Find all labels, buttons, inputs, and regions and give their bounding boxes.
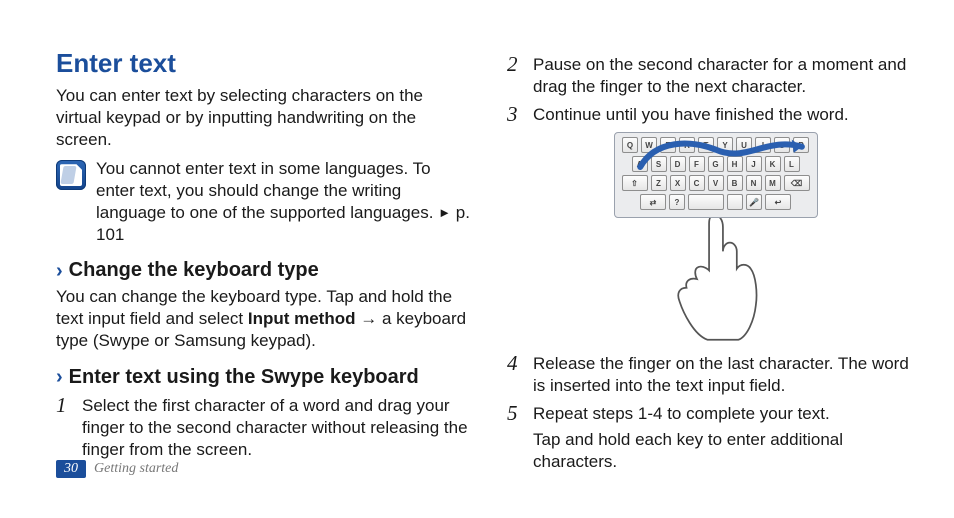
section-title-change: Change the keyboard type — [69, 259, 319, 282]
step-item: 1 Select the first character of a word a… — [56, 395, 473, 461]
steps-right-bottom: 4 Release the finger on the last charact… — [507, 353, 924, 473]
key-shift: ⇧ — [622, 175, 648, 191]
key: J — [746, 156, 762, 172]
step-item: 3 Continue until you have finished the w… — [507, 104, 924, 126]
key: A — [632, 156, 648, 172]
step-extra: Tap and hold each key to enter additiona… — [533, 429, 924, 473]
chevron-icon: › — [56, 261, 63, 281]
key: F — [689, 156, 705, 172]
intro-text: You can enter text by selecting characte… — [56, 85, 473, 150]
hand-icon — [664, 208, 768, 347]
key: ⇄ — [640, 194, 666, 210]
step-number: 3 — [507, 101, 518, 128]
step-number: 5 — [507, 400, 518, 427]
key: D — [670, 156, 686, 172]
key: B — [727, 175, 743, 191]
key: M — [765, 175, 781, 191]
key: N — [746, 175, 762, 191]
key: ? — [669, 194, 685, 210]
section-heading-swype: › Enter text using the Swype keyboard — [56, 366, 473, 389]
steps-left: 1 Select the first character of a word a… — [56, 395, 473, 461]
right-column: 2 Pause on the second character for a mo… — [507, 48, 924, 518]
note-text-a: You cannot enter text in some languages.… — [96, 159, 438, 222]
keyboard-row-2: A S D F G H J K L — [619, 156, 813, 172]
triangle-icon: ► — [438, 205, 451, 222]
page-footer: 30 Getting started — [56, 460, 178, 478]
key: I — [755, 137, 771, 153]
key: Q — [622, 137, 638, 153]
steps-right-top: 2 Pause on the second character for a mo… — [507, 54, 924, 126]
section-title-swype: Enter text using the Swype keyboard — [69, 366, 419, 389]
key: L — [784, 156, 800, 172]
note-icon — [56, 160, 86, 190]
change-body-bold: Input method — [248, 309, 356, 328]
chevron-icon: › — [56, 367, 63, 387]
step-item: 4 Release the finger on the last charact… — [507, 353, 924, 397]
step-number: 4 — [507, 350, 518, 377]
keyboard-row-4: ⇄ ? 🎤 ↩ — [619, 194, 813, 210]
step-text: Continue until you have finished the wor… — [533, 105, 849, 124]
key: C — [689, 175, 705, 191]
keyboard-row-1: Q W E R T Y U I O P — [619, 137, 813, 153]
key: V — [708, 175, 724, 191]
key: Y — [717, 137, 733, 153]
footer-section-label: Getting started — [94, 461, 178, 477]
key: E — [660, 137, 676, 153]
step-text: Pause on the second character for a mome… — [533, 55, 906, 96]
key-backspace: ⌫ — [784, 175, 810, 191]
key: T — [698, 137, 714, 153]
left-column: Enter text You can enter text by selecti… — [56, 48, 473, 518]
keyboard: Q W E R T Y U I O P A S D F G H — [614, 132, 818, 218]
step-text: Repeat steps 1-4 to complete your text. — [533, 404, 830, 423]
key: P — [793, 137, 809, 153]
step-number: 1 — [56, 392, 67, 419]
key: X — [670, 175, 686, 191]
key: K — [765, 156, 781, 172]
key: U — [736, 137, 752, 153]
step-item: 2 Pause on the second character for a mo… — [507, 54, 924, 98]
key: Z — [651, 175, 667, 191]
key: 🎤 — [746, 194, 762, 210]
step-text: Release the finger on the last character… — [533, 354, 909, 395]
change-keyboard-body: You can change the keyboard type. Tap an… — [56, 286, 473, 351]
page-number-badge: 30 — [56, 460, 86, 478]
page-title: Enter text — [56, 48, 473, 79]
key: W — [641, 137, 657, 153]
key: H — [727, 156, 743, 172]
key: S — [651, 156, 667, 172]
key: R — [679, 137, 695, 153]
step-item: 5 Repeat steps 1-4 to complete your text… — [507, 403, 924, 473]
key-enter: ↩ — [765, 194, 791, 210]
step-text: Select the first character of a word and… — [82, 396, 468, 459]
keyboard-row-3: ⇧ Z X C V B N M ⌫ — [619, 175, 813, 191]
key: G — [708, 156, 724, 172]
key — [727, 194, 743, 210]
step-number: 2 — [507, 51, 518, 78]
section-heading-change: › Change the keyboard type — [56, 259, 473, 282]
key: O — [774, 137, 790, 153]
keyboard-illustration: Q W E R T Y U I O P A S D F G H — [614, 132, 818, 347]
note-callout: You cannot enter text in some languages.… — [56, 158, 473, 245]
note-text: You cannot enter text in some languages.… — [96, 158, 473, 245]
key-space — [688, 194, 724, 210]
